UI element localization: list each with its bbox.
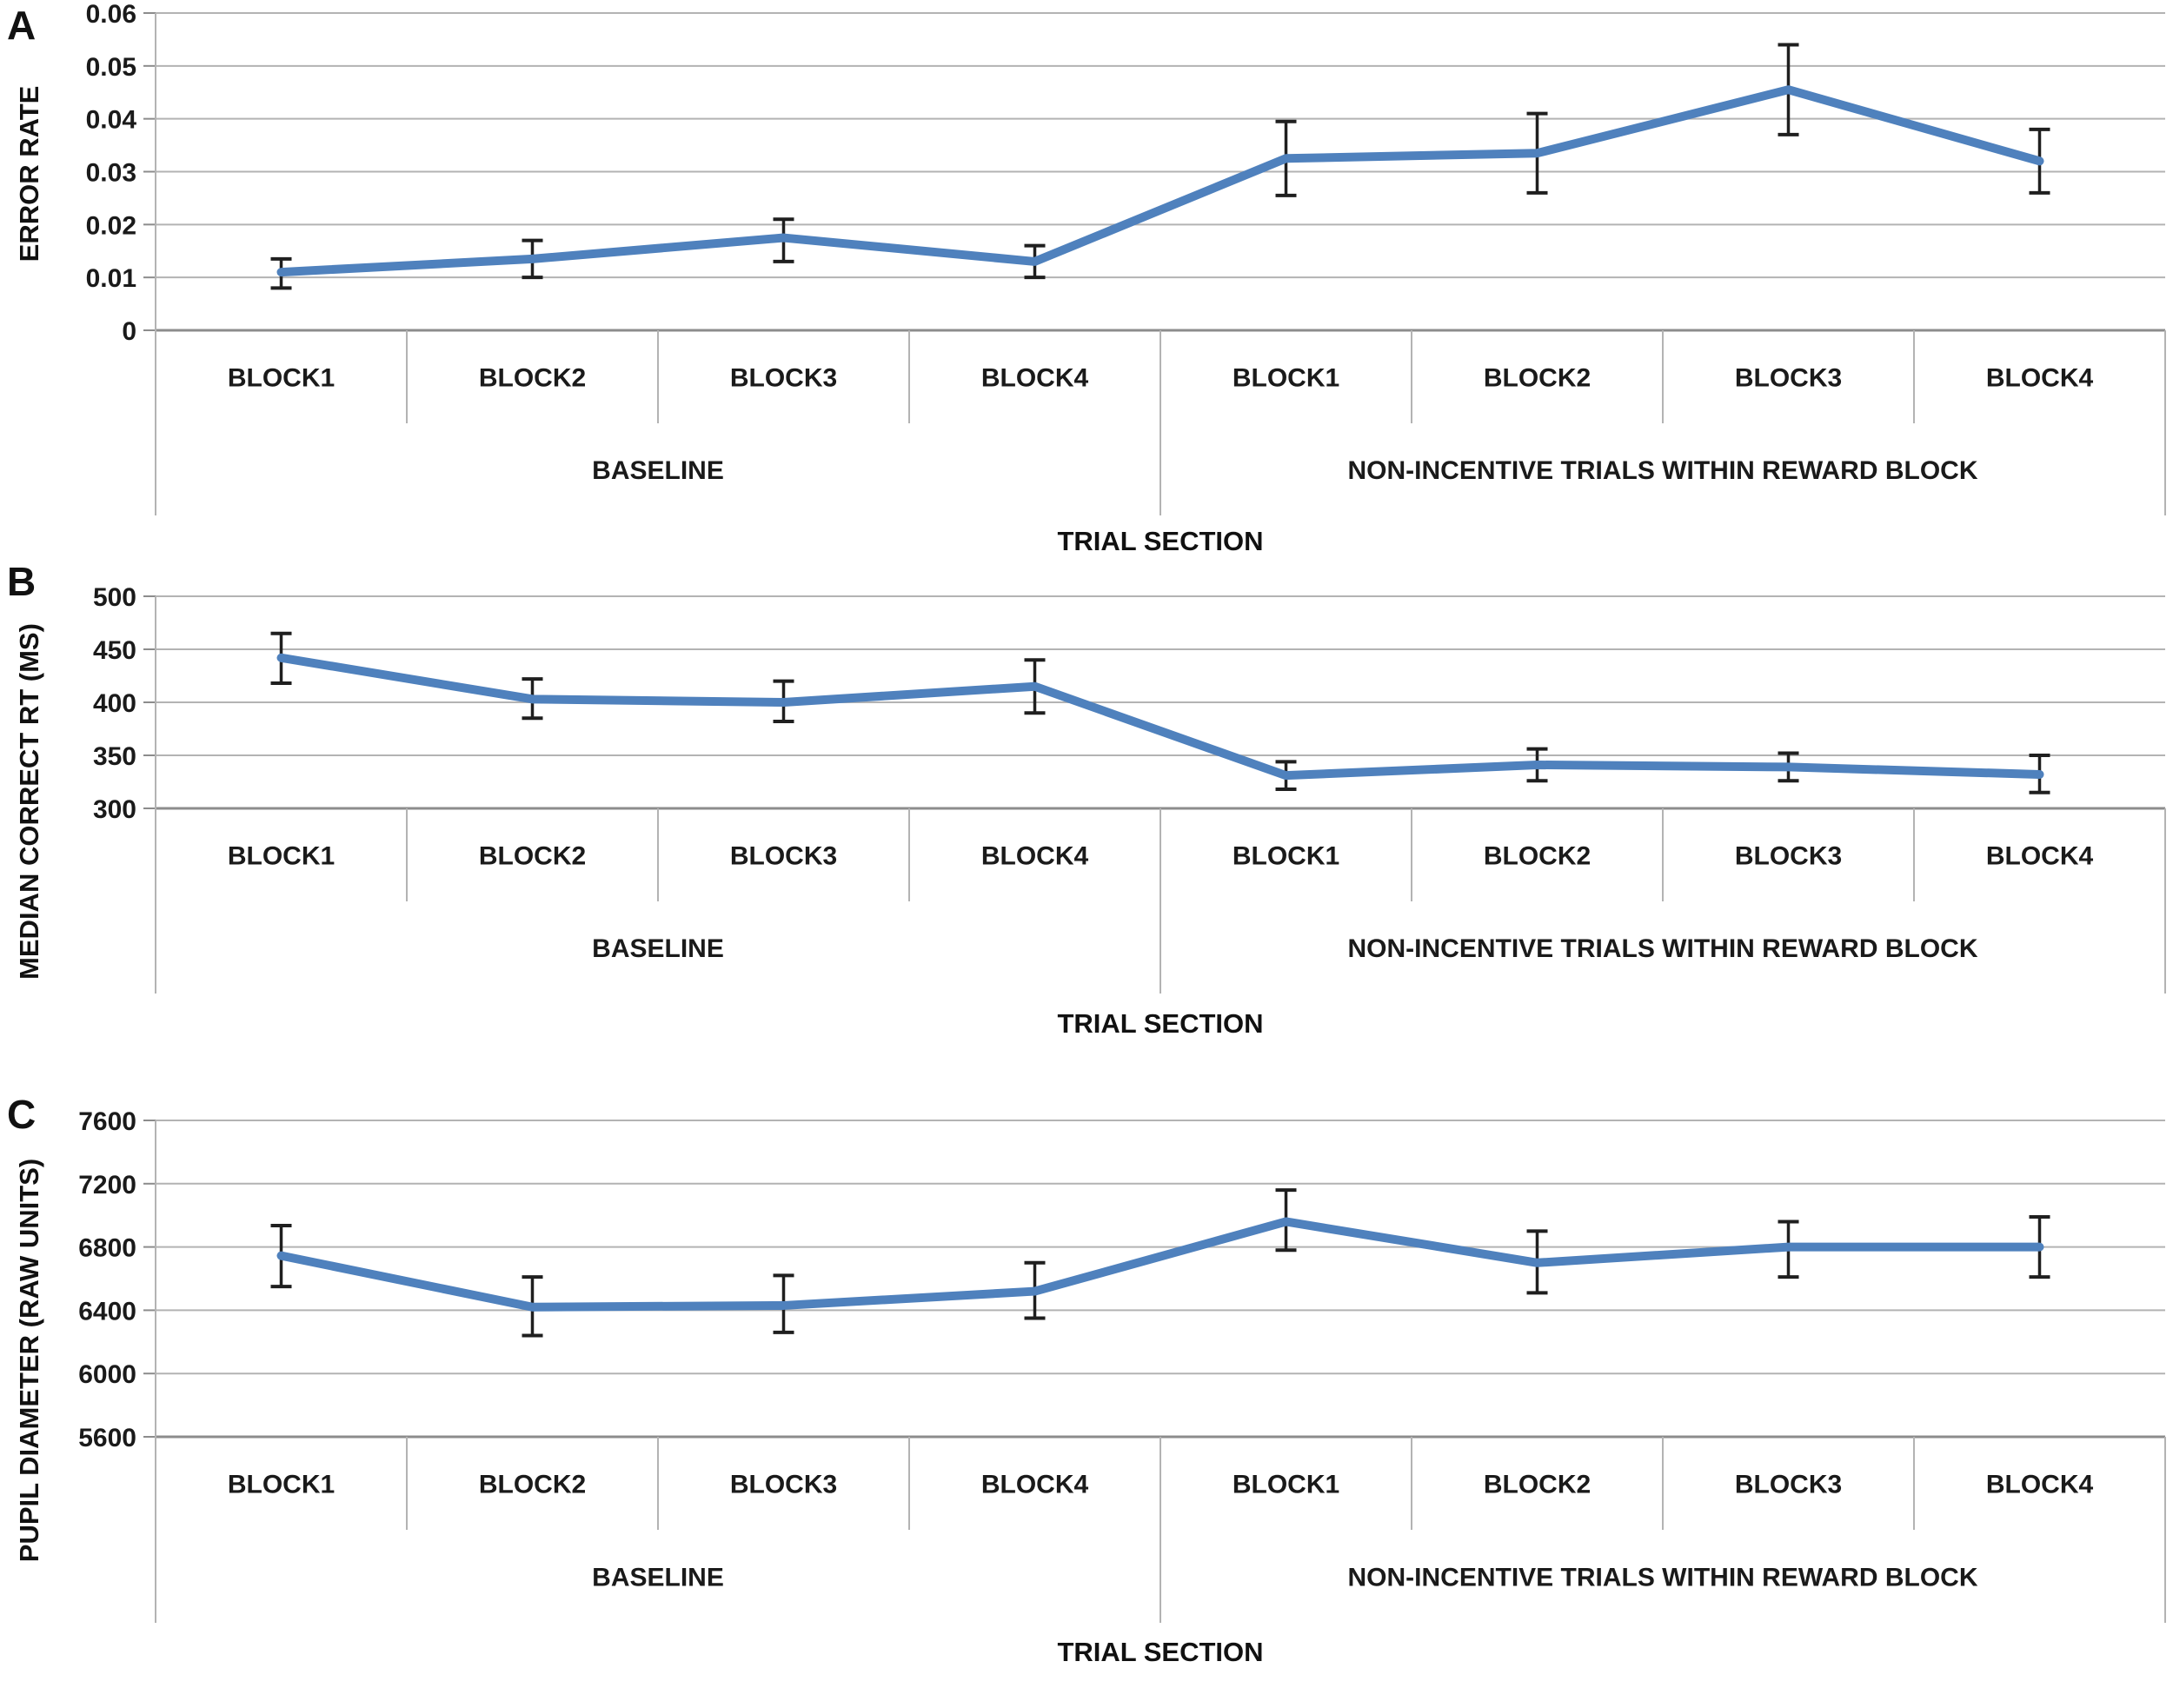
panel-c-letter: C	[7, 1092, 37, 1137]
group-label: NON-INCENTIVE TRIALS WITHIN REWARD BLOCK	[1348, 1564, 1978, 1592]
block-label: BLOCK3	[1735, 364, 1842, 393]
block-label: BLOCK1	[1233, 1471, 1339, 1499]
y-tick-label: 6800	[78, 1234, 136, 1263]
group-label: BASELINE	[592, 456, 724, 485]
group-label: BASELINE	[592, 1564, 724, 1592]
y-tick-label: 0.05	[86, 53, 136, 82]
y-tick-label: 0	[122, 317, 136, 346]
panel-c: C PUPIL DIAMETER (RAW UNITS) 5600 6000 640…	[0, 1082, 2173, 1673]
block-label: BLOCK2	[479, 1471, 586, 1499]
block-label: BLOCK2	[1484, 364, 1591, 393]
panel-a-letter: A	[7, 3, 37, 48]
x-axis-title: TRIAL SECTION	[1057, 1637, 1263, 1667]
y-tick-label: 300	[93, 795, 136, 824]
block-label: BLOCK2	[479, 842, 586, 871]
y-tick-label: 450	[93, 636, 136, 665]
y-tick-label: 350	[93, 742, 136, 771]
block-label: BLOCK4	[1986, 1471, 2094, 1499]
block-label: BLOCK3	[1735, 1471, 1842, 1499]
block-label: BLOCK1	[1233, 364, 1339, 393]
x-axis-title: TRIAL SECTION	[1057, 1008, 1263, 1039]
y-tick-label: 7200	[78, 1171, 136, 1200]
block-label: BLOCK2	[1484, 842, 1591, 871]
block-label: BLOCK3	[1735, 842, 1842, 871]
block-label: BLOCK4	[1986, 842, 2094, 871]
data-line	[276, 85, 2044, 277]
y-tick-label: 0.04	[86, 106, 137, 135]
group-label: NON-INCENTIVE TRIALS WITHIN REWARD BLOCK	[1348, 934, 1978, 963]
panel-a: A ERROR RATE 0 0.01 0.02 0.03 0.04 0.05 0.06 BL…	[0, 0, 2173, 556]
panel-b: B MEDIAN CORRECT RT (MS) 300 350 400 450 500…	[0, 556, 2173, 1082]
x-axis-title: TRIAL SECTION	[1057, 526, 1263, 556]
panel-a-y-axis-title: ERROR RATE	[14, 85, 44, 263]
block-label: BLOCK3	[730, 364, 837, 393]
y-tick-label: 0.06	[86, 0, 136, 29]
panel-b-letter: B	[7, 559, 37, 604]
data-line	[276, 653, 2044, 781]
y-tick-label: 0.02	[86, 211, 136, 240]
block-label: BLOCK4	[981, 1471, 1089, 1499]
y-tick-label: 6400	[78, 1297, 136, 1326]
panel-c-chart: 5600 6000 6400 6800 7200 7600 BLOCK1 BLOCK2 BLOC…	[78, 1107, 2166, 1667]
block-label: BLOCK4	[981, 364, 1089, 393]
y-tick-label: 0.01	[86, 264, 136, 293]
three-panel-line-figure: A ERROR RATE 0 0.01 0.02 0.03 0.04 0.05 0.06 BL…	[0, 0, 2173, 1673]
group-label: BASELINE	[592, 934, 724, 963]
block-label: BLOCK1	[228, 842, 335, 871]
block-label: BLOCK2	[479, 364, 586, 393]
block-label: BLOCK1	[1233, 842, 1339, 871]
y-tick-label: 7600	[78, 1107, 136, 1136]
data-line	[276, 1217, 2044, 1312]
panel-a-chart: 0 0.01 0.02 0.03 0.04 0.05 0.06 BLOCK1 BLOCK2 BLO…	[86, 0, 2166, 556]
group-label: NON-INCENTIVE TRIALS WITHIN REWARD BLOCK	[1348, 456, 1978, 485]
y-tick-label: 500	[93, 583, 136, 612]
y-tick-label: 6000	[78, 1360, 136, 1389]
panel-b-chart: 300 350 400 450 500 BLOCK1 BLOCK2 BLOCK3 BLOCK4 B…	[93, 583, 2166, 1039]
block-label: BLOCK4	[981, 842, 1089, 871]
block-label: BLOCK2	[1484, 1471, 1591, 1499]
block-label: BLOCK3	[730, 842, 837, 871]
y-tick-label: 0.03	[86, 159, 136, 188]
block-label: BLOCK3	[730, 1471, 837, 1499]
block-label: BLOCK1	[228, 1471, 335, 1499]
y-tick-label: 5600	[78, 1424, 136, 1452]
panel-c-y-axis-title: PUPIL DIAMETER (RAW UNITS)	[14, 1158, 44, 1563]
block-label: BLOCK1	[228, 364, 335, 393]
y-tick-label: 400	[93, 689, 136, 718]
block-label: BLOCK4	[1986, 364, 2094, 393]
